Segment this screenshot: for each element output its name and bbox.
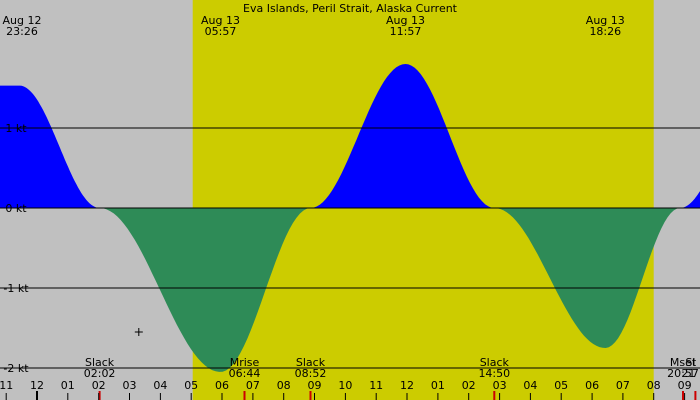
bottom-event-label: Slack <box>296 356 326 369</box>
hour-tick-label: 07 <box>246 379 260 392</box>
bottom-event-label: Mrise <box>230 356 260 369</box>
hour-tick-label: 02 <box>462 379 476 392</box>
bottom-event-label: Mset <box>670 356 697 369</box>
bottom-event-time: 02:02 <box>84 367 116 380</box>
hour-tick-label: 08 <box>277 379 291 392</box>
header-event-date: Aug 13 <box>586 14 625 27</box>
crosshair-marker <box>134 328 143 336</box>
chart-title: Eva Islands, Peril Strait, Alaska Curren… <box>243 2 458 15</box>
header-event-date: Aug 13 <box>386 14 425 27</box>
y-axis-label: -2 kt <box>3 362 29 375</box>
hour-tick-label: 12 <box>30 379 44 392</box>
hour-tick-label: 09 <box>678 379 692 392</box>
bottom-event-label: Slack <box>480 356 510 369</box>
hour-axis: 11 12 01 02 03 04 05 06 07 08 09 10 11 12 01 02 03 04 05 06… <box>0 379 692 400</box>
bottom-event-time: 21 <box>681 367 695 380</box>
header-event-time: 18:26 <box>589 25 621 38</box>
hour-tick-label: 05 <box>184 379 198 392</box>
flood-current-area <box>310 64 495 208</box>
hour-tick-label: 01 <box>431 379 445 392</box>
hour-tick-label: 04 <box>523 379 537 392</box>
header-event-time: 05:57 <box>205 25 237 38</box>
bottom-event-time: 20:57 <box>667 367 699 380</box>
hour-tick-label: 12 <box>400 379 414 392</box>
hour-tick-label: 06 <box>585 379 599 392</box>
current-area-layer <box>0 64 700 372</box>
hour-tick-label: 09 <box>308 379 322 392</box>
bottom-event-time: 08:52 <box>295 367 327 380</box>
hour-tick-label: 05 <box>554 379 568 392</box>
y-axis-label: 1 kt <box>5 122 27 135</box>
hour-tick-label: 08 <box>647 379 661 392</box>
header-event-date: Aug 12 <box>3 14 42 27</box>
bottom-event-time: 06:44 <box>229 367 261 380</box>
hour-tick-label: 06 <box>215 379 229 392</box>
hour-tick-label: 03 <box>123 379 137 392</box>
flood-current-area <box>680 191 700 208</box>
hour-tick-label: 04 <box>153 379 167 392</box>
ebb-current-area <box>99 208 311 372</box>
header-event-time: 23:26 <box>6 25 38 38</box>
hour-tick-label: 01 <box>61 379 75 392</box>
y-axis-label: -1 kt <box>3 282 29 295</box>
gridlines: 1 kt 0 kt -1 kt -2 kt <box>0 122 700 375</box>
flood-current-area <box>0 85 100 208</box>
hour-tick-label: 11 <box>369 379 383 392</box>
bottom-event-time: 14:50 <box>478 367 510 380</box>
hour-tick-label: 02 <box>92 379 106 392</box>
hour-tick-label: 10 <box>338 379 352 392</box>
header-event-time: 11:57 <box>390 25 422 38</box>
header-event-date: Aug 13 <box>201 14 240 27</box>
bottom-event-label: Slack <box>85 356 115 369</box>
y-axis-label: 0 kt <box>5 202 27 215</box>
bottom-event-label: Sl <box>685 356 695 369</box>
bottom-events: Slack02:02Mrise06:44Slack08:52Slack14:50… <box>84 356 699 400</box>
hour-tick-label: 07 <box>616 379 630 392</box>
ebb-current-area <box>494 208 680 348</box>
hour-tick-label: 03 <box>493 379 507 392</box>
hour-tick-label: 11 <box>0 379 13 392</box>
